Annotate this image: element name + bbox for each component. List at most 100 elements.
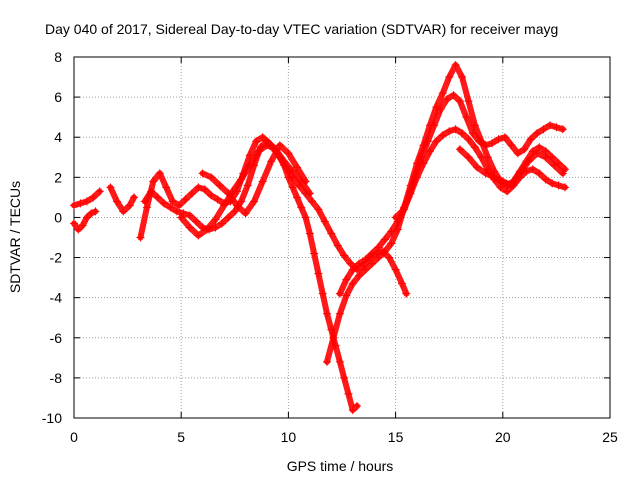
data-point <box>275 141 284 150</box>
data-point <box>342 275 351 284</box>
y-tick-label: -4 <box>50 290 63 306</box>
y-tick-label: 2 <box>54 169 62 185</box>
data-point <box>243 181 252 190</box>
data-point <box>368 249 377 258</box>
data-point <box>232 201 241 210</box>
data-point <box>558 125 567 134</box>
data-point <box>391 213 400 222</box>
data-point <box>292 163 301 172</box>
data-point <box>292 193 301 202</box>
data-point <box>558 169 567 178</box>
data-point <box>142 203 151 212</box>
data-point <box>284 149 293 158</box>
data-point <box>355 259 364 268</box>
x-axis-ticks: 0 5 10 15 20 25 <box>70 57 618 445</box>
data-point <box>541 175 550 184</box>
data-point <box>192 217 201 226</box>
series-track-3 <box>106 183 139 216</box>
data-point <box>95 187 104 196</box>
data-point <box>554 181 563 190</box>
series-trace <box>324 62 568 365</box>
data-point <box>230 207 239 216</box>
data-point <box>470 143 479 152</box>
data-point <box>258 133 267 142</box>
data-point <box>541 153 550 162</box>
data-point <box>344 389 353 398</box>
data-point <box>348 405 357 414</box>
data-point <box>250 197 259 206</box>
data-point <box>185 223 194 232</box>
data-point <box>177 213 186 222</box>
data-point <box>112 197 121 206</box>
data-point <box>355 271 364 280</box>
data-point <box>387 239 396 248</box>
data-point <box>91 207 100 216</box>
data-point <box>297 203 306 212</box>
y-tick-label: -8 <box>50 370 63 386</box>
data-point <box>475 137 484 146</box>
data-point <box>288 167 297 176</box>
data-point <box>217 219 226 228</box>
data-point <box>468 129 477 138</box>
data-point <box>462 113 471 122</box>
data-point <box>106 183 115 192</box>
data-point <box>417 153 426 162</box>
data-point <box>213 195 222 204</box>
data-point <box>410 173 419 182</box>
data-point <box>348 265 357 274</box>
data-point <box>288 183 297 192</box>
data-point <box>449 91 458 100</box>
data-point <box>520 145 529 154</box>
data-point <box>361 255 370 264</box>
data-point <box>314 205 323 214</box>
data-point <box>445 127 454 136</box>
data-point <box>524 157 533 166</box>
data-point <box>155 169 164 178</box>
data-point <box>423 137 432 146</box>
data-point <box>432 137 441 146</box>
data-point <box>455 145 464 154</box>
series-trace <box>107 184 137 215</box>
data-point <box>198 169 207 178</box>
data-point <box>335 357 344 366</box>
x-tick-label: 15 <box>388 429 404 445</box>
x-tick-label: 0 <box>70 429 78 445</box>
data-point <box>237 197 246 206</box>
data-point <box>507 141 516 150</box>
data-point <box>340 251 349 260</box>
data-point <box>488 139 497 148</box>
data-point <box>560 183 569 192</box>
data-point <box>361 265 370 274</box>
data-point <box>498 177 507 186</box>
data-point <box>346 259 355 268</box>
series-track-6 <box>177 141 314 240</box>
series-track-8 <box>322 61 569 366</box>
data-point <box>455 97 464 106</box>
x-tick-label: 10 <box>281 429 297 445</box>
data-point <box>451 61 460 70</box>
data-point <box>307 197 316 206</box>
data-series <box>70 61 569 414</box>
data-point <box>507 181 516 190</box>
data-point <box>329 333 338 342</box>
data-point <box>185 211 194 220</box>
data-point <box>481 141 490 150</box>
data-point <box>82 213 91 222</box>
data-point <box>443 95 452 104</box>
data-point <box>82 197 91 206</box>
y-tick-label: -6 <box>50 330 63 346</box>
data-point <box>305 229 314 238</box>
data-point <box>175 201 184 210</box>
data-point <box>481 169 490 178</box>
data-point <box>140 197 149 206</box>
data-point <box>237 175 246 184</box>
data-point <box>333 241 342 250</box>
data-point <box>335 309 344 318</box>
x-tick-label: 5 <box>177 429 185 445</box>
data-point <box>76 199 85 208</box>
series-trace <box>178 142 313 239</box>
data-point <box>473 163 482 172</box>
data-point <box>535 143 544 152</box>
data-point <box>267 157 276 166</box>
data-point <box>211 223 220 232</box>
